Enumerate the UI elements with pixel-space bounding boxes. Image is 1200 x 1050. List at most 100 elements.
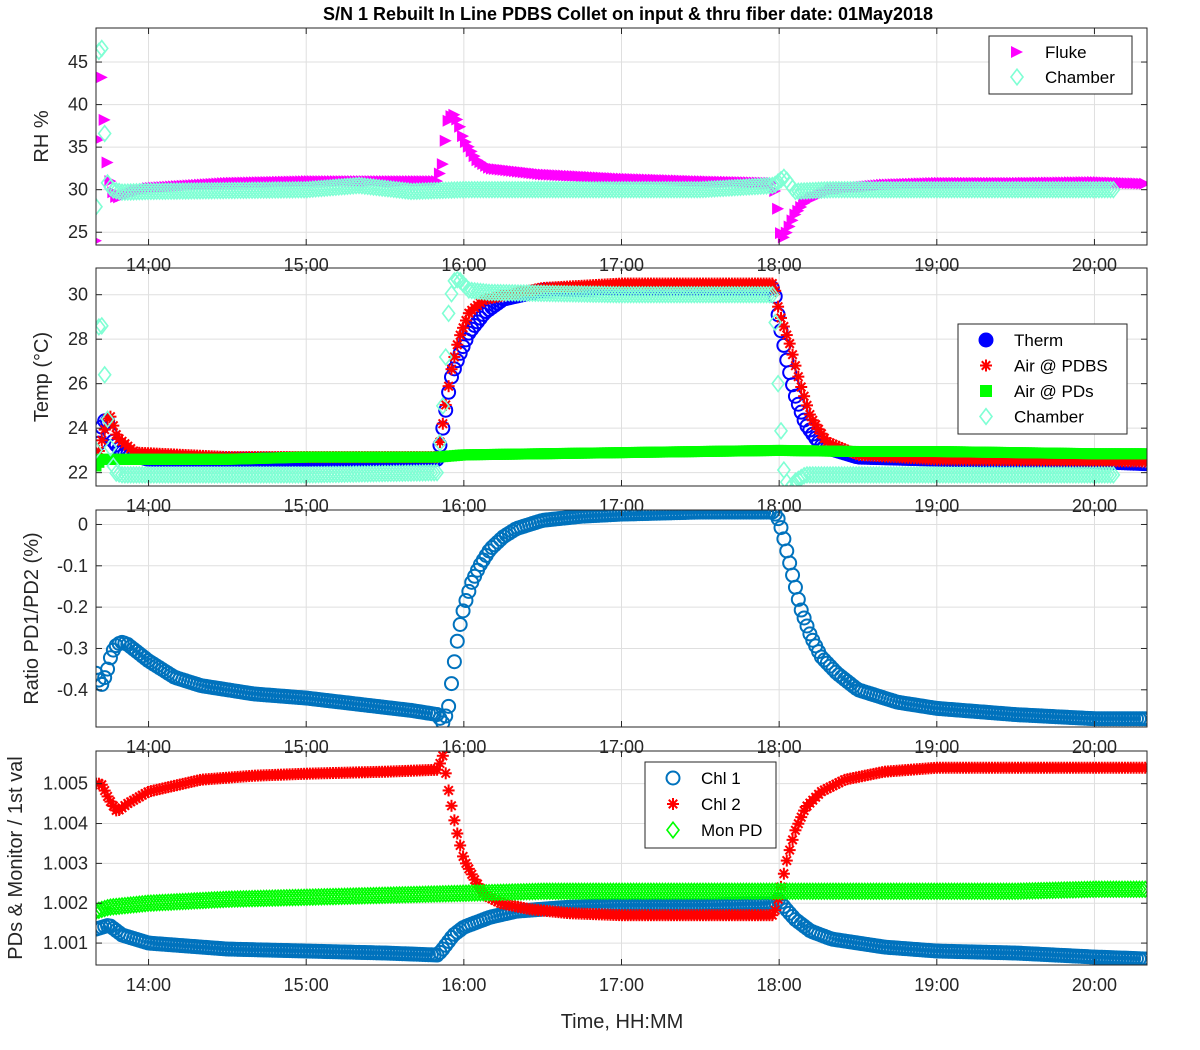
data-point <box>461 583 477 599</box>
data-point <box>102 650 118 666</box>
data-point <box>96 676 110 692</box>
data-point <box>366 177 381 197</box>
x-tick-label: 19:00 <box>914 737 959 757</box>
x-tick-label: 17:00 <box>599 975 644 995</box>
data-point <box>378 179 393 198</box>
legend-marker <box>980 385 992 397</box>
y-tick-label: 1.004 <box>43 814 88 834</box>
data-point <box>785 475 800 486</box>
data-point <box>779 543 795 559</box>
x-tick-label: 14:00 <box>126 496 171 516</box>
data-point <box>389 180 404 199</box>
data-point <box>454 839 467 852</box>
data-point <box>1106 180 1121 199</box>
data-point <box>782 555 798 571</box>
data-point <box>792 370 805 383</box>
x-tick-label: 14:00 <box>126 255 171 275</box>
x-tick-label: 18:00 <box>757 975 802 995</box>
data-point <box>386 180 401 199</box>
legend-label: Chl 2 <box>701 795 741 814</box>
data-point <box>97 124 112 143</box>
data-point <box>780 329 793 342</box>
x-tick-label: 18:00 <box>757 737 802 757</box>
data-point <box>801 399 814 412</box>
y-tick-label: -0.2 <box>57 597 88 617</box>
data-point <box>436 158 449 171</box>
data-point <box>432 433 447 452</box>
data-point <box>96 135 105 144</box>
data-point <box>96 71 108 84</box>
data-point <box>372 178 387 197</box>
data-point <box>787 579 803 595</box>
legend-marker <box>1009 67 1025 87</box>
data-point <box>96 197 104 216</box>
x-tick-label: 18:00 <box>757 255 802 275</box>
data-point <box>96 441 104 460</box>
data-point <box>360 177 375 196</box>
x-tick-label: 17:00 <box>599 255 644 275</box>
data-point <box>435 715 451 727</box>
x-tick-label: 20:00 <box>1072 975 1117 995</box>
legend-label: Chamber <box>1014 408 1084 427</box>
data-point <box>112 182 127 201</box>
data-point <box>1103 180 1118 199</box>
data-point <box>435 396 450 416</box>
data-point <box>445 363 458 376</box>
data-point <box>96 434 108 447</box>
y-tick-label: 45 <box>68 52 88 72</box>
data-point <box>97 670 113 686</box>
data-point <box>436 417 449 430</box>
data-point <box>444 676 460 692</box>
data-point <box>451 827 464 840</box>
data-point <box>461 280 476 300</box>
x-tick-label: 14:00 <box>126 737 171 757</box>
legend: Therm Air @ PDBS Air @ PDs Chamber <box>957 323 1128 435</box>
data-point <box>427 463 442 482</box>
y-tick-label: -0.4 <box>57 680 88 700</box>
x-tick-label: 16:00 <box>441 255 486 275</box>
y-tick-label: 25 <box>68 222 88 242</box>
data-point <box>103 438 118 457</box>
data-point <box>452 616 468 632</box>
data-point <box>439 767 452 780</box>
panels: 25 30 35 40 45 14:00 15:00 16:00 17:00 18:00 19:00… <box>5 27 1148 995</box>
y-axis-label: Ratio PD1/PD2 (%) <box>21 532 43 704</box>
y-tick-label: 1.001 <box>43 933 88 953</box>
x-tick-label: 15:00 <box>284 975 329 995</box>
legend-marker <box>667 798 679 810</box>
y-tick-label: -0.1 <box>57 556 88 576</box>
legend-marker <box>978 332 994 348</box>
data-point <box>98 423 111 436</box>
data-point <box>448 350 461 363</box>
data-point <box>96 316 109 335</box>
data-point <box>352 176 367 195</box>
series-ratio <box>96 510 1147 727</box>
legend-label: Fluke <box>1045 43 1087 62</box>
data-point <box>98 113 111 126</box>
y-tick-label: 28 <box>68 329 88 349</box>
data-point <box>794 468 809 486</box>
panel-4: 1.001 1.002 1.003 1.004 1.005 14:00 15:00 16:00… <box>5 750 1148 995</box>
data-point <box>780 854 793 867</box>
data-point <box>777 867 790 880</box>
data-point <box>768 175 783 194</box>
data-point <box>369 178 384 197</box>
data-point <box>354 176 369 195</box>
data-point <box>357 177 372 196</box>
y-tick-label: 40 <box>68 95 88 115</box>
x-tick-label: 20:00 <box>1072 496 1117 516</box>
data-point <box>479 282 494 302</box>
data-point <box>786 348 799 361</box>
data-point <box>1138 880 1147 899</box>
data-point <box>458 593 474 609</box>
x-tick-label: 20:00 <box>1072 255 1117 275</box>
data-point <box>430 463 445 482</box>
data-point <box>392 180 407 200</box>
data-point <box>473 282 488 301</box>
data-point <box>433 167 446 180</box>
data-point <box>771 374 786 393</box>
data-point <box>762 285 777 304</box>
data-point <box>467 281 482 300</box>
